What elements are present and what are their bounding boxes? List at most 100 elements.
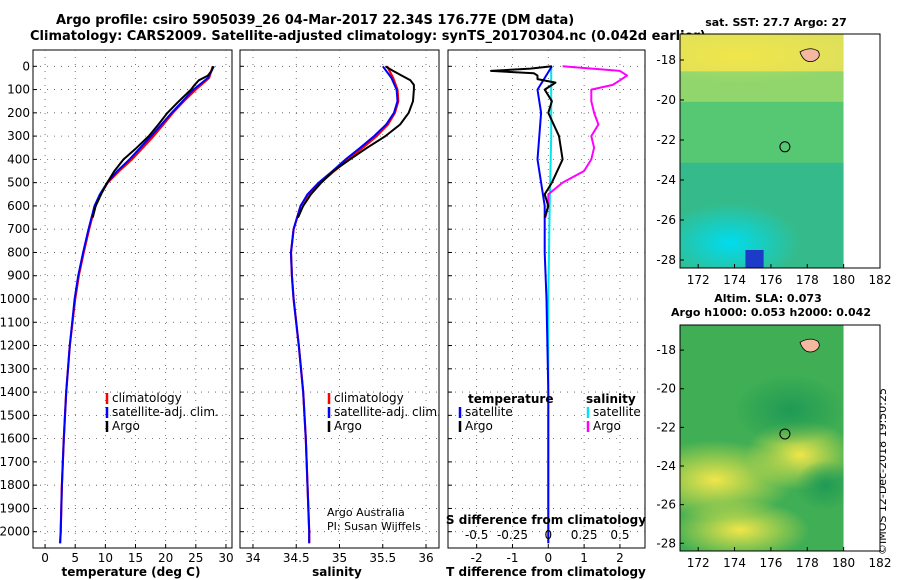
- lat-tick-label: -28: [656, 536, 676, 550]
- series-temperature-argo: [490, 65, 564, 218]
- sst-cyan-patch: [680, 203, 800, 268]
- depth-tick-label: 1900: [0, 501, 30, 515]
- x-tick-label: 34: [245, 551, 260, 565]
- lat-tick-label: -26: [656, 213, 676, 227]
- depth-tick-label: 500: [7, 176, 30, 190]
- plot-frame: [239, 49, 440, 549]
- x-axis-label-t-difference: T difference from climatology: [446, 565, 646, 579]
- x-tick-label: 35.5: [369, 551, 396, 565]
- x-tick-label: 30: [218, 551, 233, 565]
- x-tick-label: 20: [158, 551, 173, 565]
- x2-tick-label: 0.25: [571, 528, 598, 542]
- lon-tick-label: 176: [759, 273, 782, 287]
- panel-temperature: 0 5 10 15 20 25 300100200300400500600700800900…: [0, 49, 234, 565]
- island-viti-levu: [799, 48, 820, 62]
- map-frame: [679, 33, 881, 269]
- legend-diff-salinity-label-0: satellite: [593, 405, 641, 419]
- depth-tick-label: 900: [7, 269, 30, 283]
- map-field: [680, 325, 880, 551]
- argo-position-marker: [779, 428, 791, 440]
- depth-tick-label: 100: [7, 83, 30, 97]
- series-climatology: [59, 65, 214, 544]
- island-vanua-levu: [822, 29, 838, 34]
- sst-transition: [680, 71, 844, 102]
- lat-tick-label: -22: [656, 133, 676, 147]
- title-line-2: Climatology: CARS2009. Satellite-adjuste…: [30, 29, 706, 44]
- x-tick-label: 0: [544, 551, 552, 565]
- sla-no-data: [843, 325, 880, 551]
- lon-tick-label: 180: [832, 273, 855, 287]
- depth-tick-label: 200: [7, 106, 30, 120]
- series-salinity-argo: [544, 65, 629, 218]
- x-tick-label: -2: [471, 551, 483, 565]
- x-tick-label: 2: [616, 551, 624, 565]
- argo-position-marker: [779, 141, 791, 153]
- x-tick-label: 5: [71, 551, 79, 565]
- depth-tick-label: 1400: [0, 385, 30, 399]
- lon-tick-label: 172: [687, 273, 710, 287]
- lat-tick-label: -28: [656, 253, 676, 267]
- sla-low-1: [735, 375, 845, 445]
- lat-tick-label: -24: [656, 459, 676, 473]
- series-argo: [91, 65, 215, 218]
- legend-salinity-label-1: satellite-adj. clim.: [334, 405, 441, 419]
- depth-tick-label: 400: [7, 152, 30, 166]
- depth-tick-label: 1300: [0, 362, 30, 376]
- legend-diff-temperature-label-0: satellite: [465, 405, 513, 419]
- sla-low-2: [795, 460, 855, 510]
- legend-temperature-label-0: climatology: [112, 391, 182, 405]
- depth-tick-label: 2000: [0, 525, 30, 539]
- lat-tick-label: -24: [656, 173, 676, 187]
- depth-tick-label: 1200: [0, 339, 30, 353]
- legend-salinity-label-0: climatology: [334, 391, 404, 405]
- island-vanua-levu: [829, 325, 832, 326]
- legend-salinity-label-2: Argo: [334, 419, 362, 433]
- series-satellite-adj-clim: [59, 65, 215, 544]
- lat-tick-label: -20: [656, 93, 676, 107]
- series-argo: [297, 65, 415, 219]
- lon-tick-label: 176: [759, 556, 782, 570]
- lat-tick-label: -26: [656, 498, 676, 512]
- note-line-1: Argo Australia: [327, 506, 405, 519]
- x-axis-label-salinity: salinity: [312, 565, 362, 579]
- legend-temperature-label-2: Argo: [112, 419, 140, 433]
- lat-tick-label: -18: [656, 53, 676, 67]
- depth-tick-label: 700: [7, 222, 30, 236]
- sst-map-title: sat. SST: 27.7 Argo: 27: [705, 16, 847, 29]
- lon-tick-label: 180: [832, 556, 855, 570]
- sla-high-3: [680, 500, 810, 551]
- x-tick-label: 0: [41, 551, 49, 565]
- legend-temperature-label-1: satellite-adj. clim.: [112, 405, 219, 419]
- depth-tick-label: 1000: [0, 292, 30, 306]
- depth-tick-label: 1600: [0, 432, 30, 446]
- lon-tick-label: 172: [687, 556, 710, 570]
- legend-diff-salinity-label-1: Argo: [593, 419, 621, 433]
- lon-tick-label: 182: [869, 556, 892, 570]
- title-line-1: Argo profile: csiro 5905039_26 04-Mar-20…: [56, 13, 575, 28]
- x-tick-label: -1: [506, 551, 518, 565]
- x2-tick-label: 0.5: [610, 528, 629, 542]
- x2-tick-label: 0: [544, 528, 552, 542]
- depth-tick-label: 800: [7, 245, 30, 259]
- lat-tick-label: -20: [656, 382, 676, 396]
- map-frame: [679, 324, 881, 552]
- x-tick-label: 1: [580, 551, 588, 565]
- depth-tick-label: 0: [22, 59, 30, 73]
- depth-tick-label: 300: [7, 129, 30, 143]
- x2-tick-label: -0.25: [497, 528, 528, 542]
- x-tick-label: 35: [332, 551, 347, 565]
- note-line-2: PI: Susan Wijffels: [327, 520, 421, 533]
- depth-tick-label: 1100: [0, 315, 30, 329]
- depth-tick-label: 1500: [0, 408, 30, 422]
- lon-tick-label: 174: [723, 556, 746, 570]
- x-axis-label-temperature: temperature (deg C): [62, 565, 201, 579]
- lon-tick-label: 182: [869, 273, 892, 287]
- legend-right-title: salinity: [586, 392, 636, 406]
- x-tick-label: 25: [188, 551, 203, 565]
- depth-tick-label: 600: [7, 199, 30, 213]
- x-tick-label: 36: [418, 551, 433, 565]
- lat-tick-label: -22: [656, 420, 676, 434]
- island-viti-levu: [799, 338, 820, 353]
- lon-tick-label: 174: [723, 273, 746, 287]
